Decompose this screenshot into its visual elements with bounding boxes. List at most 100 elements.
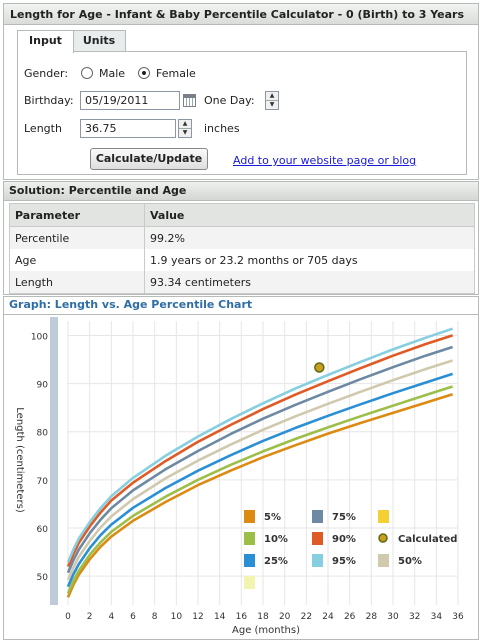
chevron-down-icon[interactable]: ▼ <box>182 129 188 136</box>
x-tick-label: 34 <box>431 612 443 622</box>
series-line-25pct <box>66 372 453 588</box>
legend-label: 5% <box>264 512 281 523</box>
column-header-parameter: Parameter <box>9 203 145 227</box>
calculated-point-group <box>314 362 325 373</box>
male-label: Male <box>99 67 126 80</box>
length-stepper[interactable]: ▲ ▼ <box>178 119 192 138</box>
x-axis-label: Age (months) <box>232 625 300 636</box>
row-parameter: Percentile <box>9 226 145 249</box>
table-row: Age 1.9 years or 23.2 months or 705 days <box>9 249 475 271</box>
tab-units[interactable]: Units <box>72 30 126 52</box>
input-panel: Input Units Gender: Male Female Birthday… <box>3 25 479 180</box>
y-tick-labels: 50 60 70 80 90 100 <box>31 332 48 583</box>
birthday-label: Birthday: <box>24 94 74 107</box>
row-parameter: Age <box>9 249 145 271</box>
series-line-50pct <box>66 359 453 581</box>
calculator-page: Length for Age - Infant & Baby Percentil… <box>3 0 483 640</box>
percentile-lines <box>66 327 454 598</box>
legend-swatch <box>312 510 323 523</box>
chart-legend: 5% 75% 10% 90% Calculated 25% 95% 50% <box>244 510 457 589</box>
chevron-down-icon[interactable]: ▼ <box>269 101 275 108</box>
column-header-value: Value <box>144 203 475 227</box>
y-axis-label: Length (centimeters) <box>14 407 25 513</box>
graph-header: Graph: Length vs. Age Percentile Chart <box>3 296 479 314</box>
x-tick-label: 12 <box>192 612 203 622</box>
x-tick-label: 18 <box>257 612 269 622</box>
x-tick-label: 22 <box>301 612 312 622</box>
y-tick-label: 90 <box>37 381 49 391</box>
series-line-10pct <box>66 385 453 594</box>
series-line-95pct <box>66 327 454 563</box>
results-header-row: Parameter Value <box>9 203 475 227</box>
x-tick-label: 30 <box>387 612 399 622</box>
calendar-icon[interactable] <box>183 94 196 107</box>
table-row: Length 93.34 centimeters <box>9 271 475 294</box>
x-tick-label: 6 <box>130 612 136 622</box>
solution-header: Solution: Percentile and Age <box>3 181 479 201</box>
legend-swatch <box>312 554 323 567</box>
legend-swatch <box>312 532 323 545</box>
radio-selected-dot <box>142 71 146 75</box>
male-radio[interactable] <box>81 67 93 79</box>
input-tab-content: Gender: Male Female Birthday: 05/19/2011… <box>17 51 467 175</box>
female-label: Female <box>156 67 196 80</box>
gender-label: Gender: <box>24 67 69 80</box>
graph-panel: 50 60 70 80 90 100 0 2 4 6 8 10 12 14 16 18 20 22 24 26 28 3… <box>3 314 479 640</box>
calculated-point <box>314 362 325 373</box>
tab-input[interactable]: Input <box>17 30 74 53</box>
y-tick-label: 70 <box>37 477 49 487</box>
length-unit: inches <box>204 122 240 135</box>
x-tick-labels: 0 2 4 6 8 10 12 14 16 18 20 22 24 26 28 30 32 34 36 <box>65 612 464 622</box>
legend-label: 50% <box>398 556 422 567</box>
x-tick-label: 26 <box>344 612 356 622</box>
legend-swatch <box>244 532 255 545</box>
birthday-input[interactable]: 05/19/2011 <box>80 91 180 110</box>
series-line-5pct <box>66 392 453 598</box>
legend-swatch <box>244 576 255 589</box>
x-tick-label: 32 <box>409 612 420 622</box>
x-tick-label: 20 <box>279 612 291 622</box>
y-tick-label: 80 <box>37 429 49 439</box>
x-tick-label: 8 <box>152 612 158 622</box>
x-tick-label: 2 <box>87 612 93 622</box>
series-line-90pct <box>66 334 453 568</box>
legend-swatch <box>378 554 389 567</box>
chevron-up-icon[interactable]: ▲ <box>266 92 278 101</box>
table-row: Percentile 99.2% <box>9 226 475 249</box>
legend-label: 25% <box>264 556 288 567</box>
legend-label: 10% <box>264 534 288 545</box>
x-tick-label: 24 <box>322 612 334 622</box>
legend-swatch <box>244 510 255 523</box>
row-value: 1.9 years or 23.2 months or 705 days <box>144 249 475 271</box>
x-tick-label: 4 <box>108 612 114 622</box>
oneday-label: One Day: <box>204 94 255 107</box>
legend-swatch <box>378 533 388 543</box>
app-title: Length for Age - Infant & Baby Percentil… <box>3 3 479 25</box>
row-value: 93.34 centimeters <box>144 271 475 294</box>
row-value: 99.2% <box>144 226 475 249</box>
legend-label: 90% <box>332 534 356 545</box>
legend-label: 95% <box>332 556 356 567</box>
x-tick-label: 16 <box>236 612 248 622</box>
x-tick-label: 10 <box>171 612 183 622</box>
add-to-website-link[interactable]: Add to your website page or blog <box>233 154 417 167</box>
y-tick-label: 60 <box>37 525 49 535</box>
x-tick-label: 14 <box>214 612 226 622</box>
length-input[interactable]: 36.75 <box>80 119 176 138</box>
y-tick-label: 100 <box>31 332 48 342</box>
y-tick-label: 50 <box>37 573 49 583</box>
female-radio[interactable] <box>138 67 150 79</box>
legend-label: 75% <box>332 512 356 523</box>
length-label: Length <box>24 122 62 135</box>
results-panel: Parameter Value Percentile 99.2% Age 1.9… <box>3 200 479 295</box>
chevron-up-icon[interactable]: ▲ <box>179 120 191 129</box>
oneday-stepper[interactable]: ▲ ▼ <box>265 91 279 110</box>
x-tick-label: 0 <box>65 612 71 622</box>
calculate-button[interactable]: Calculate/Update <box>90 148 208 170</box>
legend-label: Calculated <box>398 534 457 545</box>
results-table: Parameter Value Percentile 99.2% Age 1.9… <box>9 203 475 294</box>
legend-swatch <box>244 554 255 567</box>
legend-swatch <box>378 510 389 523</box>
x-tick-label: 28 <box>366 612 378 622</box>
